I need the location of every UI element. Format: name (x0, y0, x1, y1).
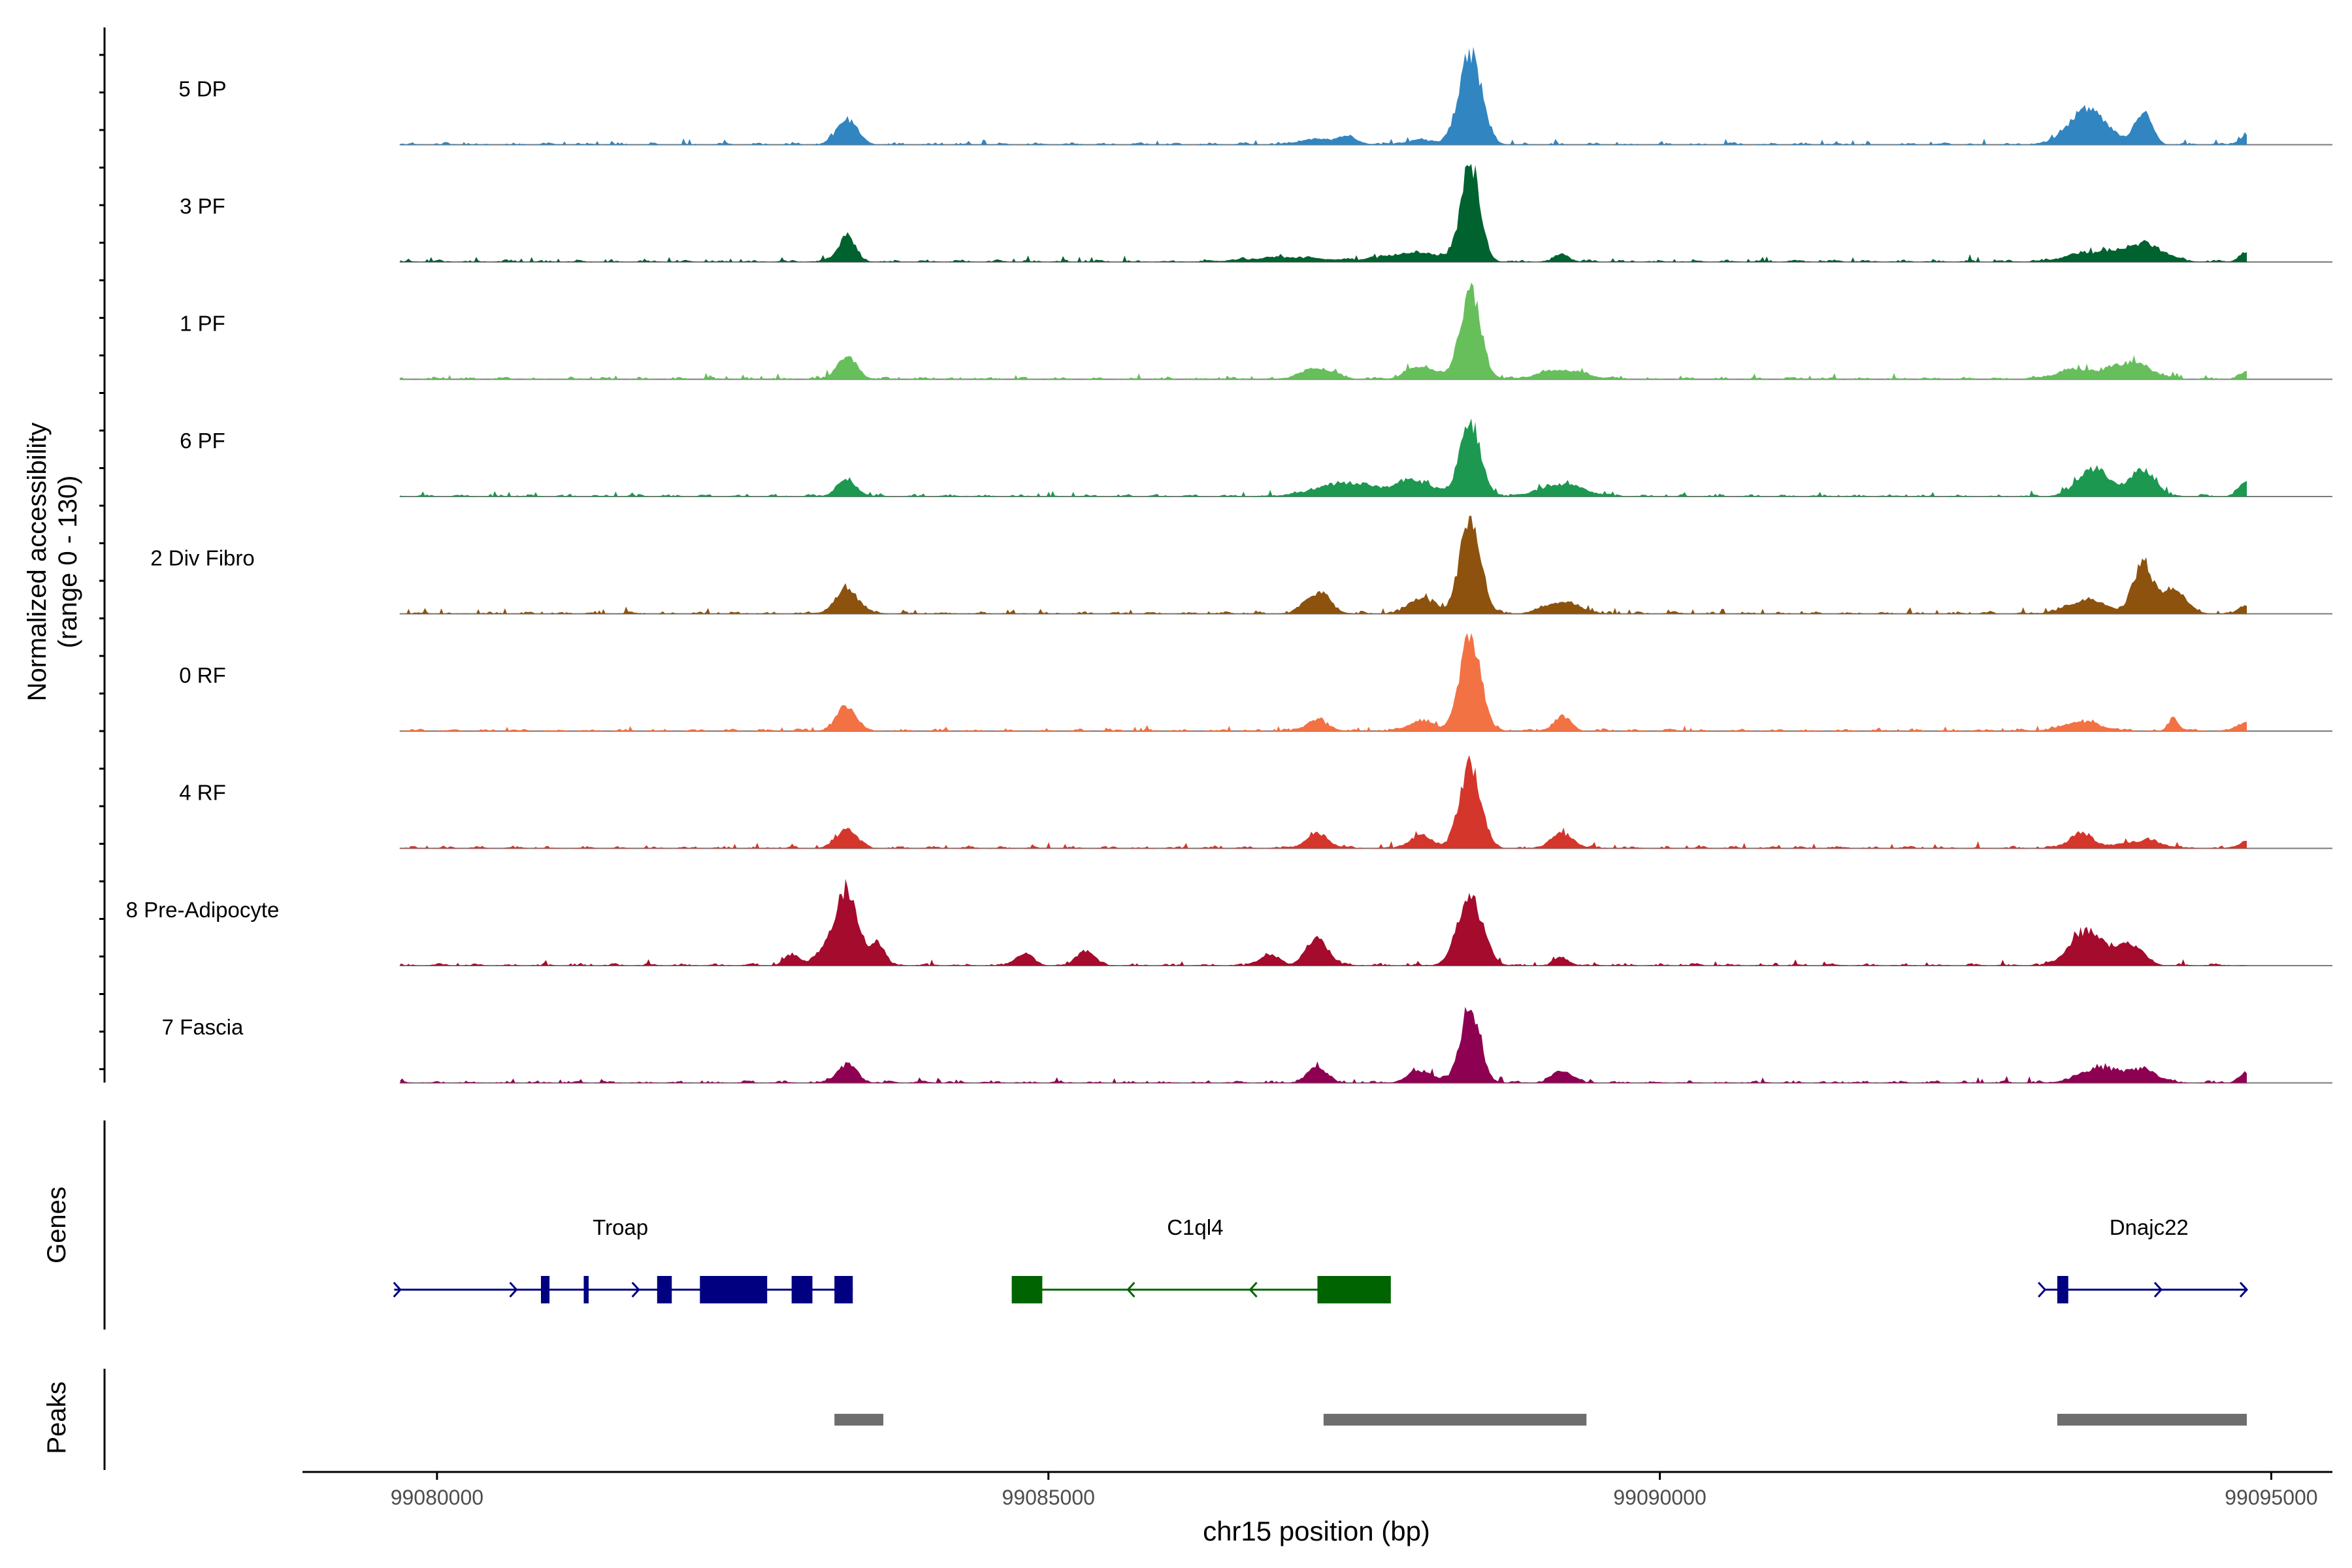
x-tick-label: 99085000 (1002, 1486, 1095, 1509)
track-4-rf: 4 RF (179, 755, 2332, 849)
x-tick-label: 99080000 (391, 1486, 483, 1509)
gene-label: Dnajc22 (2110, 1215, 2189, 1239)
strand-arrow-icon (393, 1281, 402, 1298)
gene-exon (2057, 1276, 2068, 1303)
peaks-panel-label: Peaks (42, 1381, 71, 1454)
y-axis-label: Normalized accessibility (range 0 - 130) (23, 423, 82, 702)
track-6-pf: 6 PF (180, 418, 2332, 497)
track-0-rf: 0 RF (179, 633, 2332, 732)
track-label: 0 RF (179, 663, 226, 687)
coverage-area (400, 282, 2247, 380)
x-axis: 99080000 99085000 99090000 99095000 (302, 1471, 2332, 1509)
coverage-area (400, 164, 2247, 262)
strand-arrow-icon (2038, 1281, 2047, 1298)
gene-exon (1011, 1276, 1043, 1303)
track-label: 4 RF (179, 781, 226, 805)
track-1-pf: 1 PF (180, 282, 2332, 380)
peak-region (1323, 1414, 1587, 1426)
strand-arrow-icon (2153, 1281, 2163, 1298)
gene-c1ql4: C1ql4 (1011, 1215, 1391, 1303)
genes-panel: Troap C1ql4 Dnajc22 (103, 1120, 2249, 1330)
track-2-div-fibro: 2 Div Fibro (150, 515, 2332, 615)
gene-label: Troap (593, 1215, 648, 1239)
peak-region (834, 1414, 884, 1426)
x-tick-label: 99095000 (2225, 1486, 2317, 1509)
gene-exon (1317, 1276, 1391, 1303)
coverage-area (400, 418, 2247, 497)
gene-label: C1ql4 (1167, 1215, 1223, 1239)
gene-exon (583, 1276, 589, 1303)
track-7-fascia: 7 Fascia (162, 1007, 2332, 1084)
x-tick-label: 99090000 (1613, 1486, 1706, 1509)
accessibility-tracks: 5 DP 3 PF 1 PF 6 PF 2 Div Fibro 0 RF 4 RF 8 Pre… (126, 46, 2332, 1084)
strand-arrow-icon (1249, 1281, 1258, 1298)
track-8-pre-adipocyte: 8 Pre-Adipocyte (126, 879, 2332, 966)
x-axis-title: chr15 position (bp) (1203, 1516, 1430, 1546)
genes-panel-label: Genes (42, 1186, 71, 1264)
gene-exon (834, 1276, 853, 1303)
strand-arrow-icon (509, 1281, 518, 1298)
track-5-dp: 5 DP (178, 46, 2332, 146)
track-label: 2 Div Fibro (150, 546, 255, 570)
track-label: 5 DP (178, 77, 226, 101)
strand-arrow-icon (2239, 1281, 2249, 1298)
peaks-panel (103, 1369, 2247, 1470)
gene-exon (700, 1276, 768, 1303)
strand-arrow-icon (631, 1281, 640, 1298)
y-axis (99, 27, 106, 1083)
track-label: 7 Fascia (162, 1015, 244, 1039)
coverage-area (400, 879, 2247, 966)
gene-dnajc22: Dnajc22 (2038, 1215, 2249, 1303)
track-label: 8 Pre-Adipocyte (126, 898, 280, 922)
strand-arrow-icon (1126, 1281, 1135, 1298)
gene-exon (657, 1276, 672, 1303)
peak-region (2057, 1414, 2247, 1426)
y-axis-label-line2: (range 0 - 130) (54, 476, 82, 649)
coverage-area (400, 755, 2247, 849)
track-label: 1 PF (180, 312, 225, 336)
coverage-area (400, 515, 2247, 614)
track-label: 6 PF (180, 429, 225, 453)
coverage-area (400, 633, 2247, 731)
y-axis-label-line1: Normalized accessibility (23, 423, 52, 702)
track-label: 3 PF (180, 194, 225, 218)
gene-troap: Troap (393, 1215, 853, 1303)
gene-exon (540, 1276, 550, 1303)
coverage-area (400, 1007, 2247, 1083)
gene-exon (791, 1276, 813, 1303)
coverage-area (400, 46, 2247, 145)
track-3-pf: 3 PF (180, 164, 2332, 263)
